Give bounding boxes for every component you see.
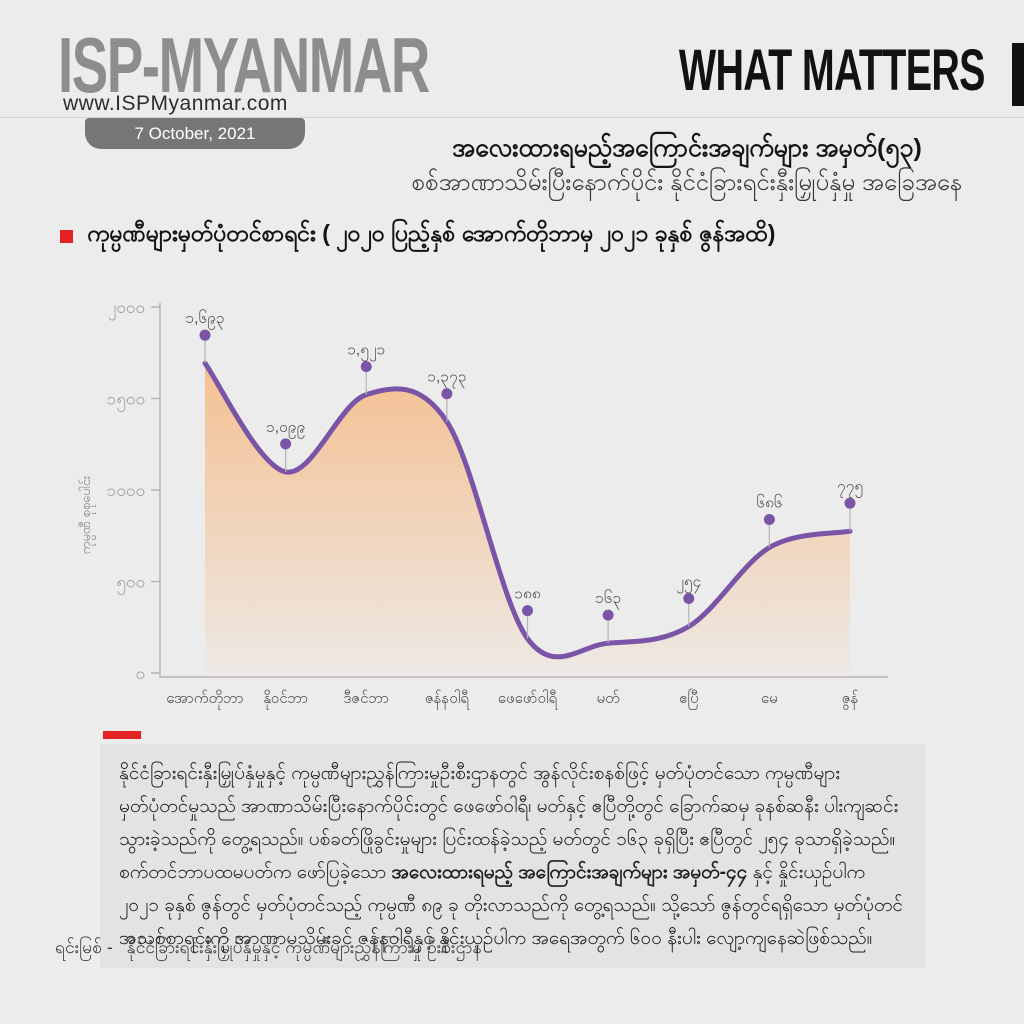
x-axis-label: အောက်တိုဘာ — [166, 689, 243, 710]
data-point-label: ၁၈၈ — [514, 586, 540, 603]
x-axis-label: ဇန်နဝါရီ — [425, 689, 470, 710]
chart-heading: ကုမ္ပဏီများမှတ်ပုံတင်စာရင်း ( ၂၀၂၀ ပြည့်… — [60, 219, 775, 253]
red-square-bullet-icon — [60, 229, 73, 243]
source-line: ရင်းမြစ် - နိုင်ငံခြားရင်းနှီးမြှုပ်နှံမှ… — [55, 936, 481, 962]
masthead-accent-block — [1012, 43, 1024, 106]
data-point-marker — [763, 513, 775, 525]
source-text: နိုင်ငံခြားရင်းနှီးမြှုပ်နှံမှုနှင့် ကုမ… — [126, 937, 482, 957]
data-point-marker — [280, 438, 292, 450]
data-point-marker — [441, 388, 453, 400]
date-badge: 7 October, 2021 — [85, 118, 305, 149]
x-axis-label: မေ — [761, 690, 778, 707]
chart-area-fill — [205, 363, 850, 675]
x-axis-label: ဒီဇင်ဘာ — [343, 689, 389, 707]
data-point-label: ၁,၃၇၃ — [427, 369, 466, 389]
masthead-title: WHAT MATTERS — [679, 38, 986, 103]
data-point-marker — [683, 593, 695, 605]
y-axis-title: ကုမ္ပဏီ စုစုပေါင်း — [78, 476, 96, 555]
note-text-bold-reference: အလေးထားရမည့် အကြောင်းအချက်များ အမှတ်-၄၄ — [391, 862, 748, 883]
chart-line — [202, 360, 853, 660]
chart-axes — [159, 303, 888, 678]
y-axis-tick-label: ၂၀၀၀ — [108, 298, 145, 321]
note-accent-bar — [103, 731, 141, 739]
analysis-note-text: နိုင်ငံခြားရင်းနှီးမြှုပ်နှံမှုနှင့် ကုမ… — [119, 757, 906, 955]
data-point-label: ၇၇၅ — [837, 478, 863, 498]
data-point-marker — [602, 609, 614, 621]
header-divider — [0, 117, 1024, 118]
data-point-marker — [844, 497, 856, 509]
source-prefix: ရင်းမြစ် - — [55, 937, 113, 957]
data-point-marker — [199, 329, 211, 341]
website-url: www.ISPMyanmar.com — [63, 92, 288, 115]
isp-myanmar-logo: ISP-MYANMAR — [58, 21, 430, 109]
y-axis-tick-label: ၅၀၀ — [116, 573, 145, 596]
issue-subtitle: စစ်အာဏာသိမ်းပြီးနောက်ပိုင်း နိုင်ငံခြားရ… — [411, 169, 963, 196]
x-axis-label: ဧပြီ — [679, 689, 699, 710]
note-text-post: နှင့် နှိုင်းယှဉ်ပါက ၂၀၂၁ ခုနှစ် ဇွန်တွင… — [119, 862, 903, 949]
x-axis-label: နိုဝင်ဘာ — [263, 689, 308, 710]
data-point-label: ၂၅၄ — [676, 574, 701, 594]
y-axis-tick-label: ၁၀၀၀ — [107, 481, 145, 500]
y-axis-tick-label: ၀ — [135, 664, 145, 683]
analysis-note-card: နိုင်ငံခြားရင်းနှီးမြှုပ်နှံမှုနှင့် ကုမ… — [100, 744, 925, 968]
x-axis-label: မတ် — [597, 689, 620, 707]
data-point-label: ၁၆၃ — [595, 589, 621, 610]
y-axis-tick-label: ၁၅၀၀ — [107, 390, 145, 413]
x-axis-label: ဇွန် — [842, 689, 859, 710]
data-point-marker — [522, 605, 533, 617]
note-text-pre: နိုင်ငံခြားရင်းနှီးမြှုပ်နှံမှုနှင့် ကုမ… — [119, 763, 899, 883]
data-point-label: ၆၈၆ — [756, 493, 782, 511]
chart-heading-text: ကုမ္ပဏီများမှတ်ပုံတင်စာရင်း ( ၂၀၂၀ ပြည့်… — [87, 220, 776, 246]
issue-title: အလေးထားရမည့်အကြောင်းအချက်များ အမှတ်(၅၃) — [452, 134, 922, 162]
x-axis-label: ဖေဖော်ဝါရီ — [498, 689, 559, 710]
data-point-label: ၁,၀၉၉ — [266, 419, 305, 439]
data-point-label: ၁,၅၂၁ — [347, 342, 385, 362]
data-point-marker — [360, 361, 372, 373]
data-point-label: ၁,၆၉၃ — [185, 309, 224, 330]
issue-titles: အလေးထားရမည့်အကြောင်းအချက်များ အမှတ်(၅၃) … — [350, 131, 1024, 199]
